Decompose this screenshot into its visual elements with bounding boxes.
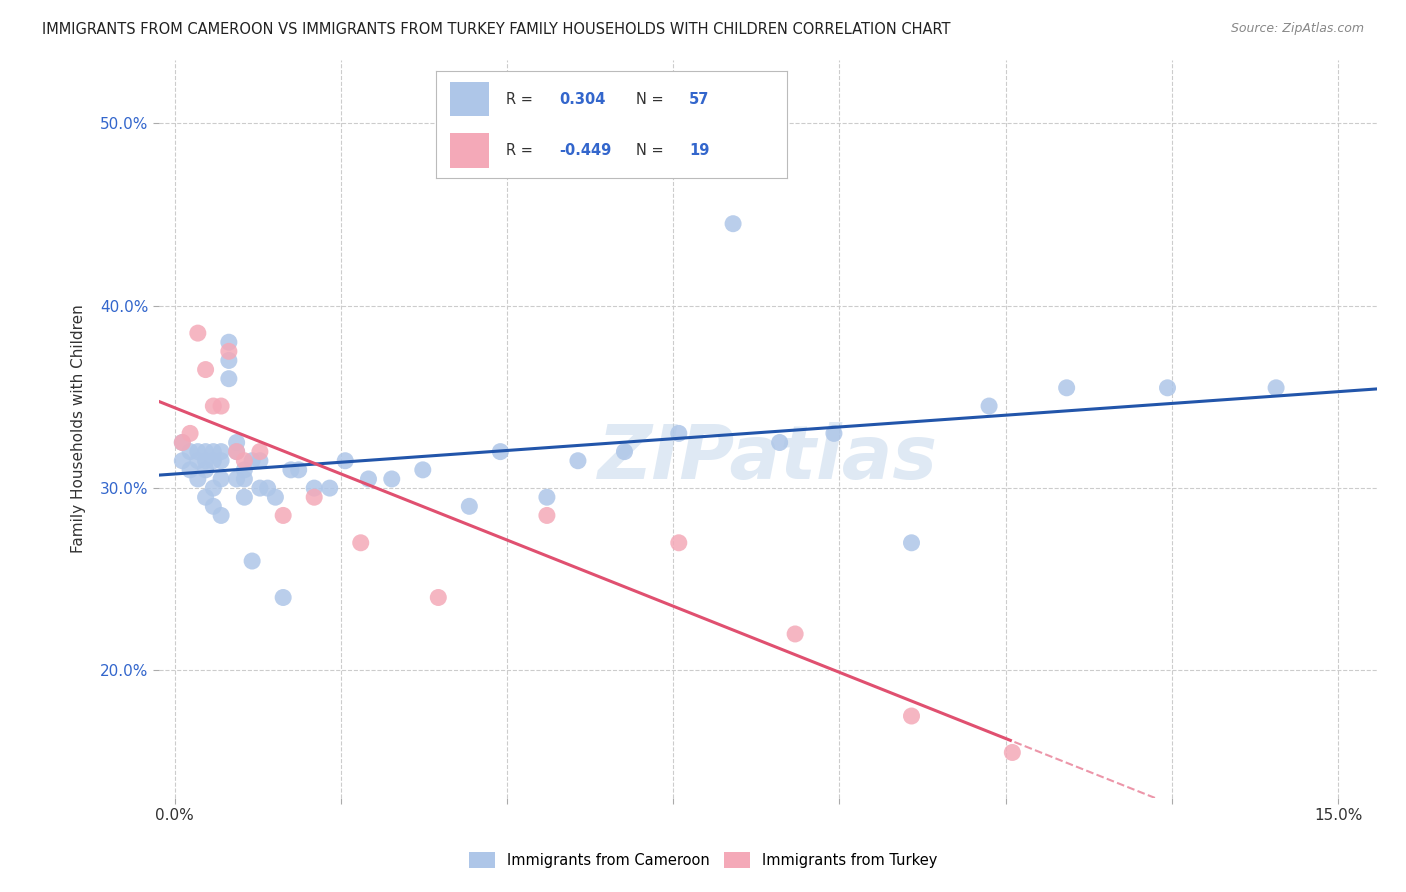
Point	[271, 508, 294, 523]
Point	[179, 463, 201, 477]
Point	[302, 490, 325, 504]
Text: 0.304: 0.304	[560, 92, 605, 107]
Text: R =: R =	[506, 143, 537, 158]
Point	[218, 353, 240, 368]
Point	[536, 490, 558, 504]
Point	[427, 591, 450, 605]
Point	[900, 709, 922, 723]
Text: IMMIGRANTS FROM CAMEROON VS IMMIGRANTS FROM TURKEY FAMILY HOUSEHOLDS WITH CHILDR: IMMIGRANTS FROM CAMEROON VS IMMIGRANTS F…	[42, 22, 950, 37]
Point	[194, 444, 217, 458]
Point	[381, 472, 404, 486]
Point	[202, 481, 225, 495]
Point	[194, 362, 217, 376]
Point	[536, 508, 558, 523]
Point	[194, 490, 217, 504]
Point	[218, 344, 240, 359]
Point	[202, 444, 225, 458]
Point	[187, 326, 209, 340]
Point	[172, 435, 194, 450]
Point	[357, 472, 380, 486]
Legend: Immigrants from Cameroon, Immigrants from Turkey: Immigrants from Cameroon, Immigrants fro…	[461, 845, 945, 876]
Y-axis label: Family Households with Children: Family Households with Children	[72, 304, 86, 553]
Point	[225, 435, 247, 450]
Point	[233, 454, 256, 468]
Point	[318, 481, 340, 495]
Point	[202, 454, 225, 468]
Point	[271, 591, 294, 605]
Point	[1001, 746, 1024, 760]
Point	[823, 426, 845, 441]
Point	[179, 426, 201, 441]
Point	[194, 463, 217, 477]
Point	[613, 444, 636, 458]
Point	[1265, 381, 1288, 395]
Point	[249, 481, 271, 495]
Point	[172, 454, 194, 468]
Point	[240, 554, 263, 568]
Point	[785, 627, 807, 641]
Point	[225, 472, 247, 486]
Point	[240, 454, 263, 468]
Bar	[450, 134, 489, 168]
Text: ZIPatlas: ZIPatlas	[598, 422, 938, 495]
Point	[233, 463, 256, 477]
Text: 57: 57	[689, 92, 709, 107]
Text: Source: ZipAtlas.com: Source: ZipAtlas.com	[1230, 22, 1364, 36]
Text: N =: N =	[637, 92, 668, 107]
Point	[249, 444, 271, 458]
Point	[769, 435, 792, 450]
Point	[280, 463, 302, 477]
Point	[668, 426, 690, 441]
Point	[249, 454, 271, 468]
Text: R =: R =	[506, 92, 537, 107]
Point	[218, 335, 240, 350]
Point	[202, 399, 225, 413]
Point	[1056, 381, 1078, 395]
Point	[209, 454, 232, 468]
Point	[721, 217, 744, 231]
Text: 19: 19	[689, 143, 709, 158]
Bar	[450, 82, 489, 116]
Text: -0.449: -0.449	[560, 143, 612, 158]
Point	[287, 463, 309, 477]
Point	[233, 472, 256, 486]
Point	[209, 444, 232, 458]
Point	[225, 444, 247, 458]
Text: N =: N =	[637, 143, 668, 158]
Point	[187, 472, 209, 486]
Point	[256, 481, 278, 495]
Point	[458, 500, 481, 514]
Point	[335, 454, 357, 468]
Point	[187, 444, 209, 458]
Point	[977, 399, 1000, 413]
Point	[1156, 381, 1178, 395]
Point	[194, 454, 217, 468]
Point	[412, 463, 434, 477]
Point	[302, 481, 325, 495]
Point	[202, 500, 225, 514]
Point	[179, 444, 201, 458]
Point	[225, 444, 247, 458]
Point	[489, 444, 512, 458]
Point	[172, 435, 194, 450]
Point	[350, 536, 373, 550]
Point	[567, 454, 589, 468]
Point	[209, 508, 232, 523]
Point	[187, 454, 209, 468]
Point	[218, 372, 240, 386]
Point	[264, 490, 287, 504]
Point	[233, 490, 256, 504]
Point	[209, 399, 232, 413]
Point	[668, 536, 690, 550]
Point	[209, 472, 232, 486]
Point	[900, 536, 922, 550]
